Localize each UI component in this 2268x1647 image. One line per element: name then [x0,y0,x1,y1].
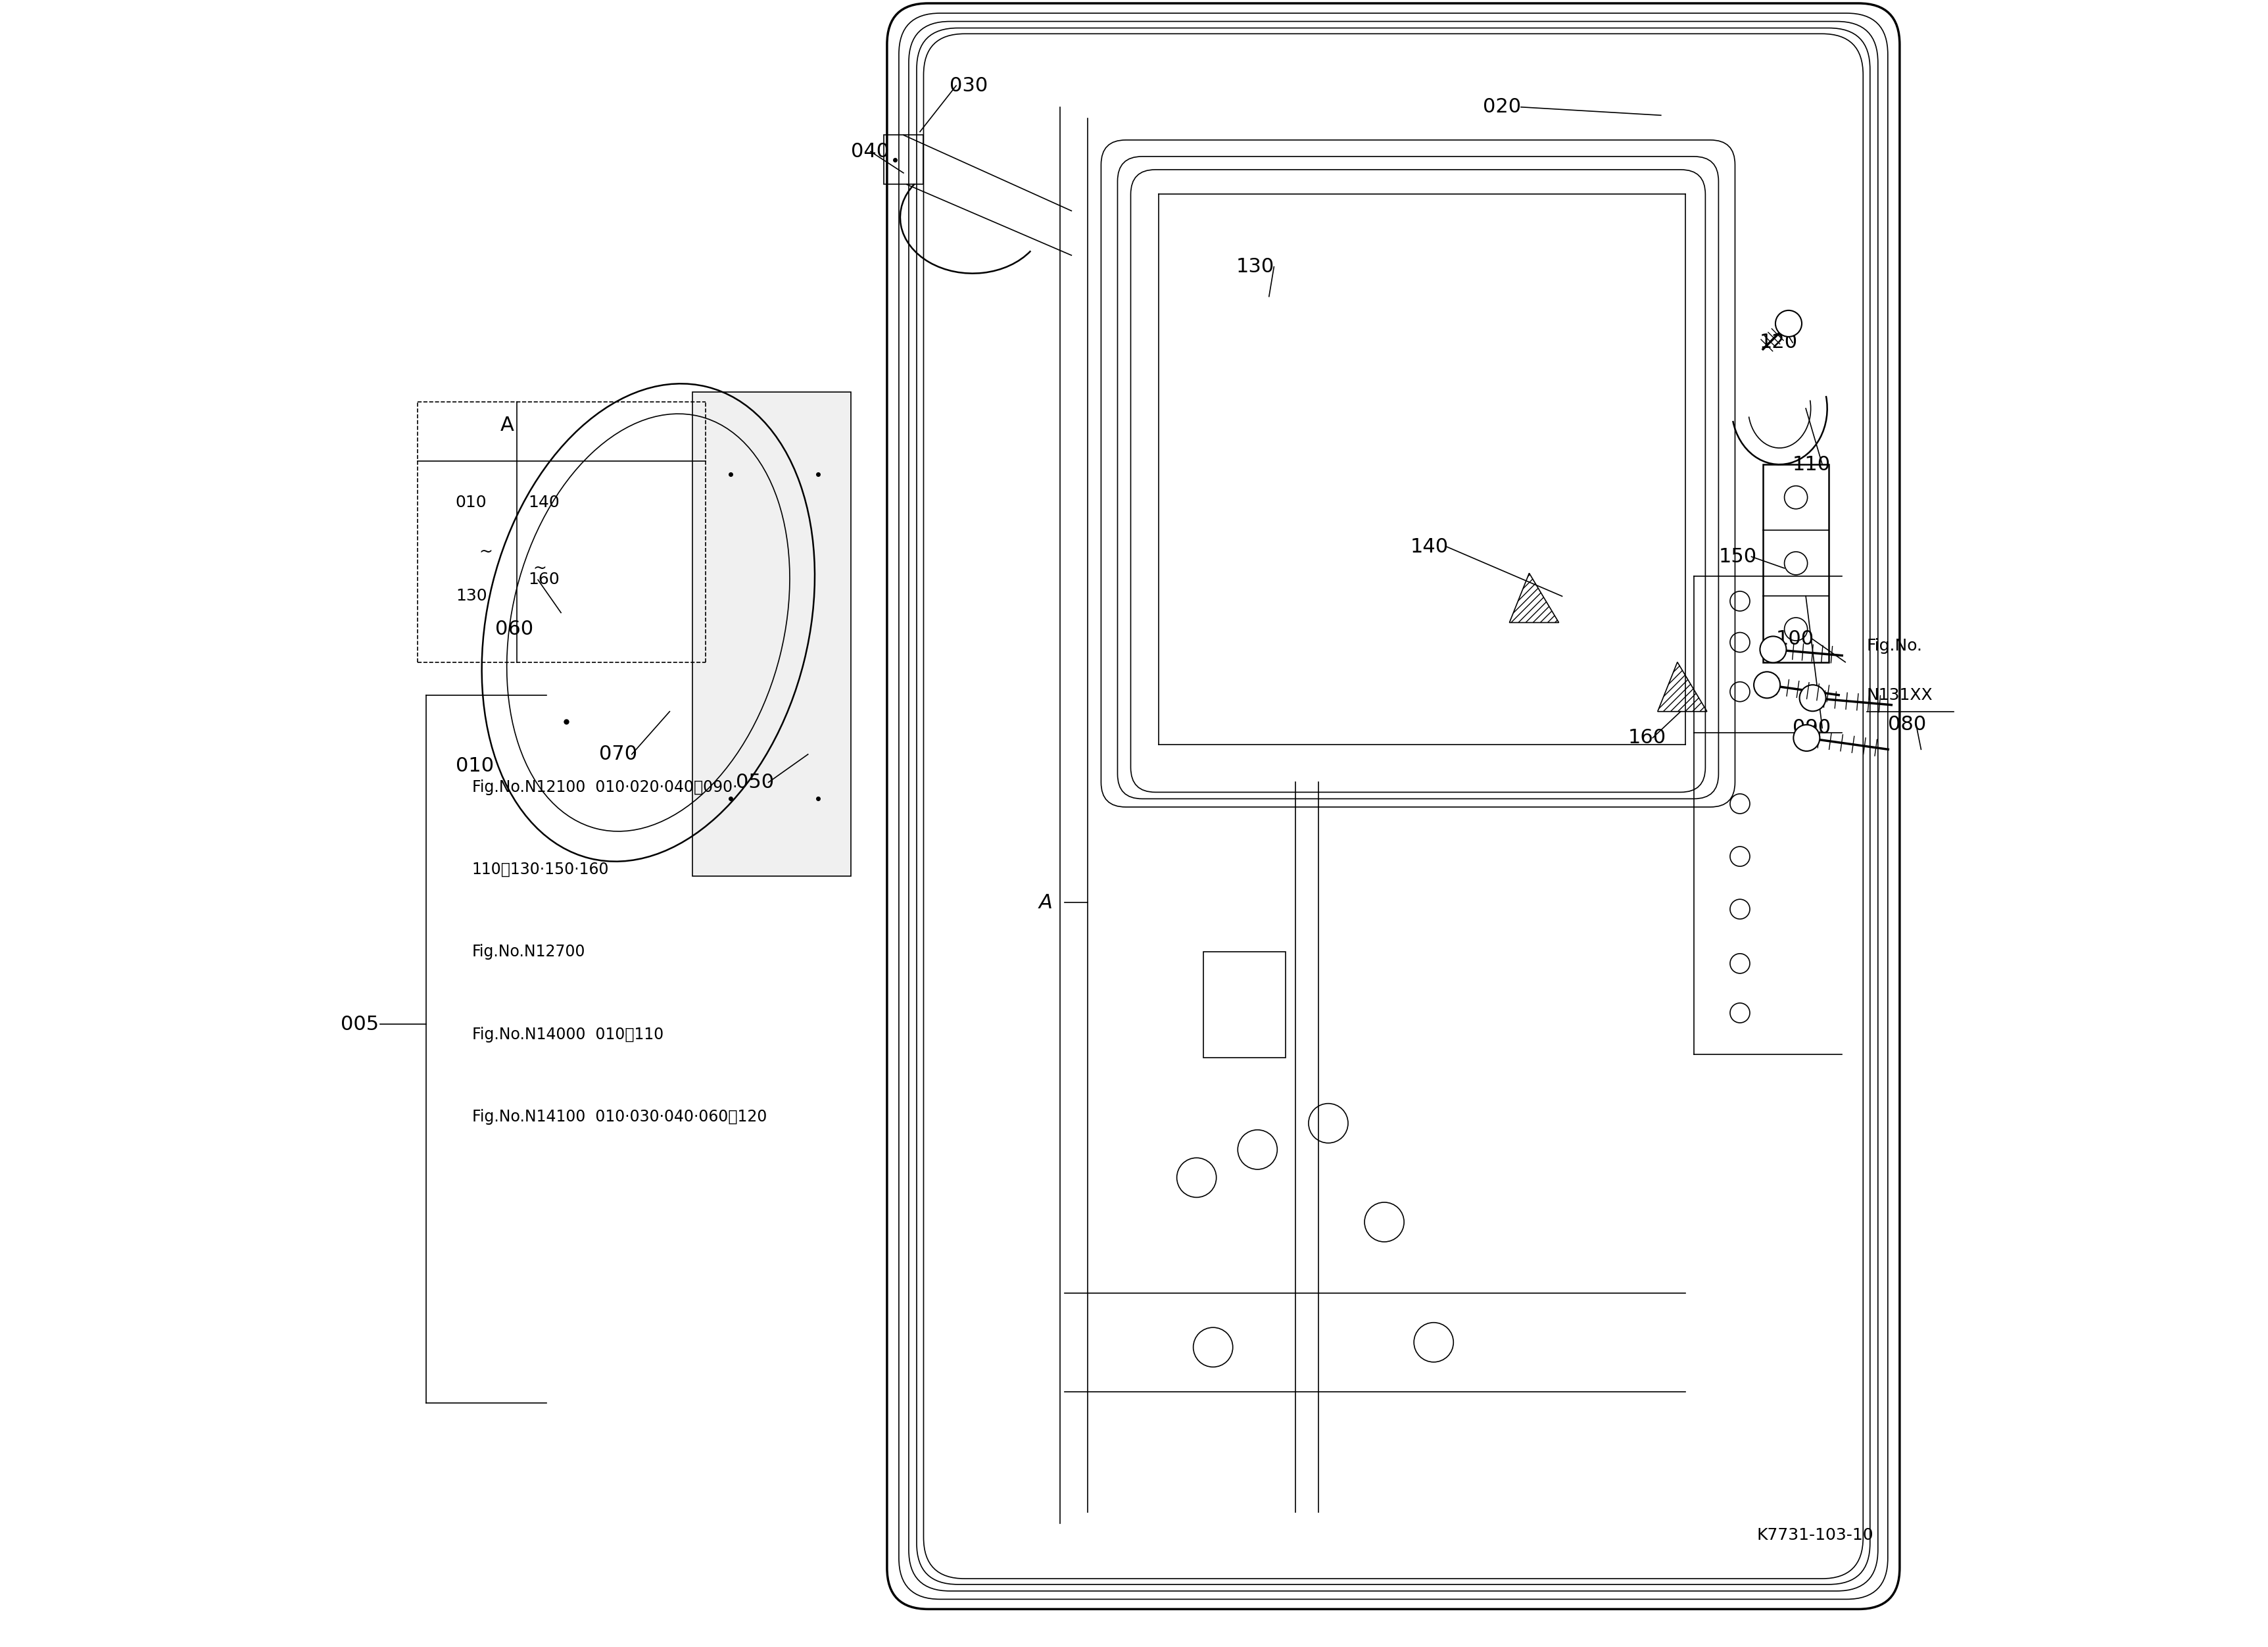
Circle shape [1760,636,1787,662]
Circle shape [1753,672,1780,698]
Text: 100: 100 [1776,629,1814,649]
Text: Fig.No.: Fig.No. [1867,637,1923,654]
Text: 040: 040 [850,142,889,161]
Text: 090: 090 [1792,718,1830,738]
Text: ~: ~ [533,560,547,576]
Text: 030: 030 [950,76,989,96]
Text: N131XX: N131XX [1867,687,1932,703]
Text: 060: 060 [494,619,533,639]
Circle shape [1794,725,1819,751]
Text: 110: 110 [1792,455,1830,474]
Text: 120: 120 [1760,333,1799,352]
Text: Fig.No.N14100  010·030·040·060～120: Fig.No.N14100 010·030·040·060～120 [472,1108,767,1125]
Text: 080: 080 [1889,715,1926,735]
Text: 130: 130 [1236,257,1275,277]
Polygon shape [692,392,850,876]
Text: Fig.No.N12100  010·020·040～090·: Fig.No.N12100 010·020·040～090· [472,779,737,796]
Text: 005: 005 [340,1015,379,1034]
Text: 150: 150 [1719,547,1758,567]
Text: 110～130·150·160: 110～130·150·160 [472,861,610,878]
Text: Fig.No.N12700: Fig.No.N12700 [472,944,585,960]
Text: Fig.No.N14000  010～110: Fig.No.N14000 010～110 [472,1026,665,1043]
Text: 010: 010 [456,494,488,511]
Circle shape [1799,685,1826,712]
Text: 160: 160 [1628,728,1667,748]
Text: 050: 050 [735,772,773,792]
Text: 130: 130 [456,588,488,604]
Text: A: A [499,415,515,435]
Text: 010: 010 [456,756,494,776]
Text: 020: 020 [1483,97,1522,117]
Text: 070: 070 [599,744,637,764]
Text: ~: ~ [479,544,492,560]
Text: 140: 140 [528,494,560,511]
Text: 160: 160 [528,572,560,588]
Text: A: A [1039,893,1052,912]
Circle shape [1776,310,1801,336]
Text: K7731-103-10: K7731-103-10 [1755,1527,1873,1543]
Text: 140: 140 [1411,537,1449,557]
